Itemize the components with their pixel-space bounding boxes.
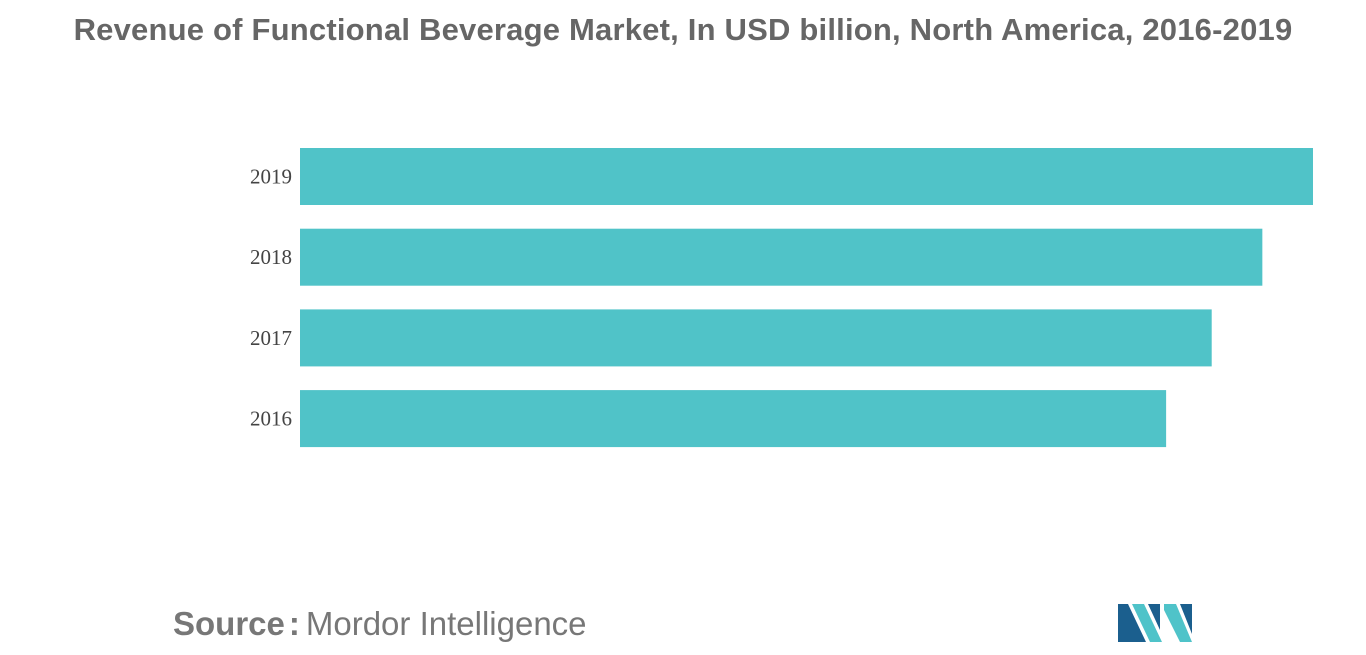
source-line: Source: Mordor Intelligence	[173, 605, 587, 643]
bar-2018	[300, 228, 1263, 286]
category-label-2018: 2018	[250, 245, 292, 269]
category-label-2016: 2016	[250, 407, 292, 431]
source-value: Mordor Intelligence	[305, 605, 587, 642]
category-label-2017: 2017	[250, 326, 292, 350]
bar-2019	[300, 148, 1313, 205]
source-label: Source	[173, 605, 285, 642]
category-label-2019: 2019	[250, 165, 292, 189]
bar-2017	[300, 309, 1212, 367]
chart-title: Revenue of Functional Beverage Market, I…	[73, 12, 1293, 47]
source-separator: :	[288, 605, 300, 642]
bar-2016	[300, 390, 1167, 448]
mordor-intelligence-logo-icon	[1118, 604, 1192, 642]
